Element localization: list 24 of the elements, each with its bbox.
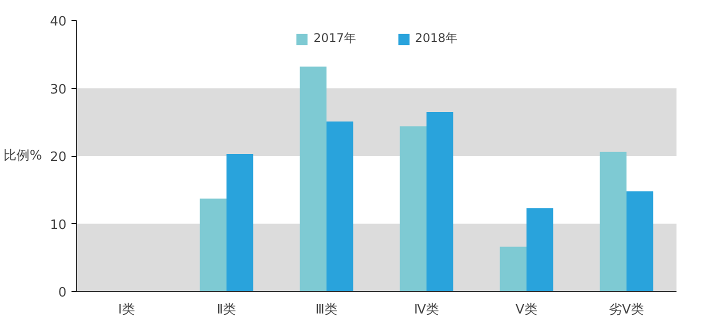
bar bbox=[200, 198, 226, 292]
bar bbox=[400, 126, 426, 292]
y-tick-label: 20 bbox=[50, 150, 67, 165]
bar bbox=[500, 246, 526, 292]
bar bbox=[300, 66, 326, 292]
legend-label: 2018年 bbox=[415, 30, 458, 47]
bar bbox=[600, 152, 626, 292]
x-tick-label: Ⅳ类 bbox=[414, 302, 439, 318]
y-axis-title: 比例% bbox=[4, 148, 42, 164]
y-tick-label: 30 bbox=[50, 82, 67, 98]
x-tick-label: 劣Ⅴ类 bbox=[609, 302, 644, 318]
bar bbox=[526, 208, 554, 292]
bar bbox=[626, 191, 654, 292]
y-tick-label: 10 bbox=[50, 218, 67, 233]
y-tick-label: 0 bbox=[58, 286, 67, 300]
y-tick-label: 40 bbox=[50, 14, 67, 30]
x-tick-label: Ⅱ类 bbox=[216, 302, 236, 318]
bar bbox=[226, 154, 254, 292]
legend-label: 2017年 bbox=[313, 30, 356, 47]
x-tick-label: Ⅴ类 bbox=[516, 302, 538, 318]
bar bbox=[326, 121, 354, 292]
bar bbox=[426, 112, 454, 292]
x-tick-label: Ⅲ类 bbox=[316, 302, 338, 318]
x-tick-label: Ⅰ类 bbox=[118, 302, 135, 318]
